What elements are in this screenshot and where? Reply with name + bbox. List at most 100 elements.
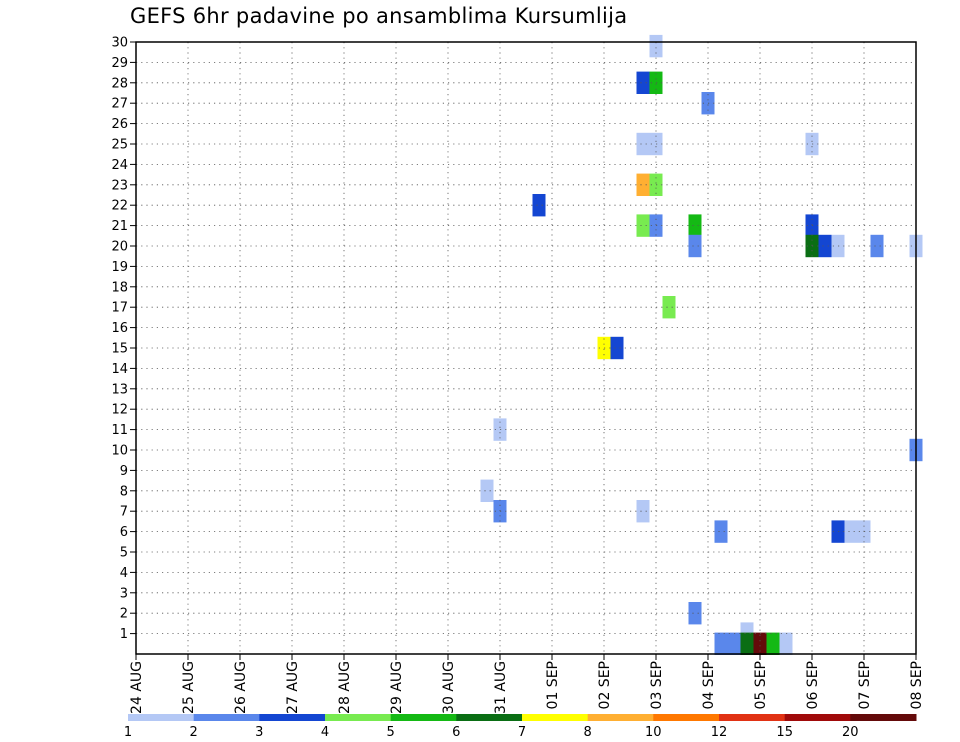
legend-swatch [784, 714, 851, 721]
precip-cell [636, 71, 650, 94]
y-tick-label: 6 [120, 525, 128, 540]
y-tick-label: 18 [111, 280, 128, 295]
precip-cell [740, 632, 754, 655]
precip-cell [727, 632, 741, 655]
x-tick-label: 26 AUG [233, 661, 249, 714]
x-tick-label: 24 AUG [129, 661, 145, 714]
y-tick-label: 26 [111, 117, 128, 132]
precip-cell [844, 520, 858, 543]
precip-cell [662, 296, 676, 319]
y-tick-label: 15 [111, 342, 128, 357]
precip-cell [636, 214, 650, 237]
color-legend: 1 2 3 4 5 6 7 8 10 12 15 20 [124, 714, 917, 740]
x-tick-label: 05 SEP [753, 661, 769, 709]
legend-swatch [719, 714, 786, 721]
precip-cell [636, 173, 650, 196]
precip-cell [688, 602, 702, 625]
y-tick-label: 5 [120, 546, 128, 561]
y-tick-label: 20 [111, 240, 128, 255]
x-tick-label: 08 SEP [909, 661, 925, 709]
y-tick-label: 14 [111, 362, 128, 377]
y-tick-label: 13 [111, 382, 128, 397]
precip-cell [779, 632, 793, 655]
y-tick-label: 12 [111, 403, 128, 418]
y-tick-label: 2 [120, 607, 128, 622]
y-tick-label: 27 [111, 97, 128, 112]
y-tick-label: 1 [120, 627, 128, 642]
precip-cell [636, 132, 650, 156]
y-tick-label: 30 [111, 36, 128, 51]
precip-cell [532, 194, 546, 217]
legend-swatch [128, 714, 195, 721]
x-tick-label: 27 AUG [285, 661, 301, 714]
legend-label: 5 [387, 725, 395, 740]
y-tick-label: 7 [120, 505, 128, 520]
precip-cell [688, 214, 702, 237]
x-tick-label: 07 SEP [857, 661, 873, 709]
x-tick-label: 31 AUG [493, 661, 509, 714]
precip-cell [818, 234, 832, 258]
legend-swatch [390, 714, 457, 721]
y-tick-label: 28 [111, 76, 128, 91]
y-tick-label: 17 [111, 301, 128, 316]
legend-label: 10 [645, 725, 662, 740]
legend-label: 1 [124, 725, 132, 740]
y-tick-label: 23 [111, 178, 128, 193]
legend-label: 2 [190, 725, 198, 740]
legend-label: 15 [776, 725, 793, 740]
legend-swatch [587, 714, 654, 721]
precip-cell [688, 234, 702, 258]
y-tick-label: 3 [120, 586, 128, 601]
precip-cell [714, 632, 728, 655]
y-axis: 1234567891011121314151617181920212223242… [111, 36, 136, 642]
x-tick-label: 06 SEP [805, 661, 821, 709]
x-tick-label: 30 AUG [441, 661, 457, 714]
grid-lines [136, 41, 916, 654]
precip-cell [480, 479, 494, 502]
legend-swatch [653, 714, 720, 721]
legend-swatch [522, 714, 589, 721]
legend-swatch [259, 714, 326, 721]
y-tick-label: 19 [111, 260, 128, 275]
precip-cell [753, 632, 767, 655]
precip-cell [610, 336, 624, 360]
y-tick-label: 11 [111, 423, 128, 438]
chart-title: GEFS 6hr padavine po ansamblima Kursumli… [130, 4, 628, 28]
precip-cell [766, 632, 780, 655]
y-tick-label: 10 [111, 444, 128, 459]
legend-label: 3 [255, 725, 263, 740]
y-tick-label: 25 [111, 138, 128, 153]
x-tick-label: 04 SEP [701, 661, 717, 709]
y-tick-label: 22 [111, 199, 128, 214]
x-tick-label: 29 AUG [389, 661, 405, 714]
legend-label: 12 [711, 725, 728, 740]
y-tick-label: 8 [120, 484, 128, 499]
legend-swatch [325, 714, 392, 721]
precip-cell [649, 34, 663, 58]
precip-cell [870, 234, 884, 258]
precip-cell [636, 500, 650, 523]
y-tick-label: 16 [111, 321, 128, 336]
y-tick-label: 4 [120, 566, 128, 581]
legend-swatch [850, 714, 917, 721]
legend-label: 7 [518, 725, 526, 740]
legend-label: 4 [321, 725, 329, 740]
legend-label: 6 [452, 725, 460, 740]
x-axis: 24 AUG 25 AUG 26 AUG 27 AUG 28 AUG 29 AUG 30 A… [129, 654, 925, 714]
precip-cell [714, 520, 728, 543]
legend-swatch [456, 714, 523, 721]
legend-label: 8 [584, 725, 592, 740]
x-tick-label: 25 AUG [181, 661, 197, 714]
y-tick-label: 21 [111, 219, 128, 234]
y-tick-label: 24 [111, 158, 128, 173]
y-tick-label: 9 [120, 464, 128, 479]
y-tick-label: 29 [111, 56, 128, 71]
x-tick-label: 01 SEP [545, 661, 561, 709]
legend-swatch [193, 714, 260, 721]
x-tick-label: 28 AUG [337, 661, 353, 714]
legend-label: 20 [842, 725, 859, 740]
precipitation-cells [480, 34, 923, 655]
x-tick-label: 03 SEP [649, 661, 665, 709]
x-tick-label: 02 SEP [597, 661, 613, 709]
